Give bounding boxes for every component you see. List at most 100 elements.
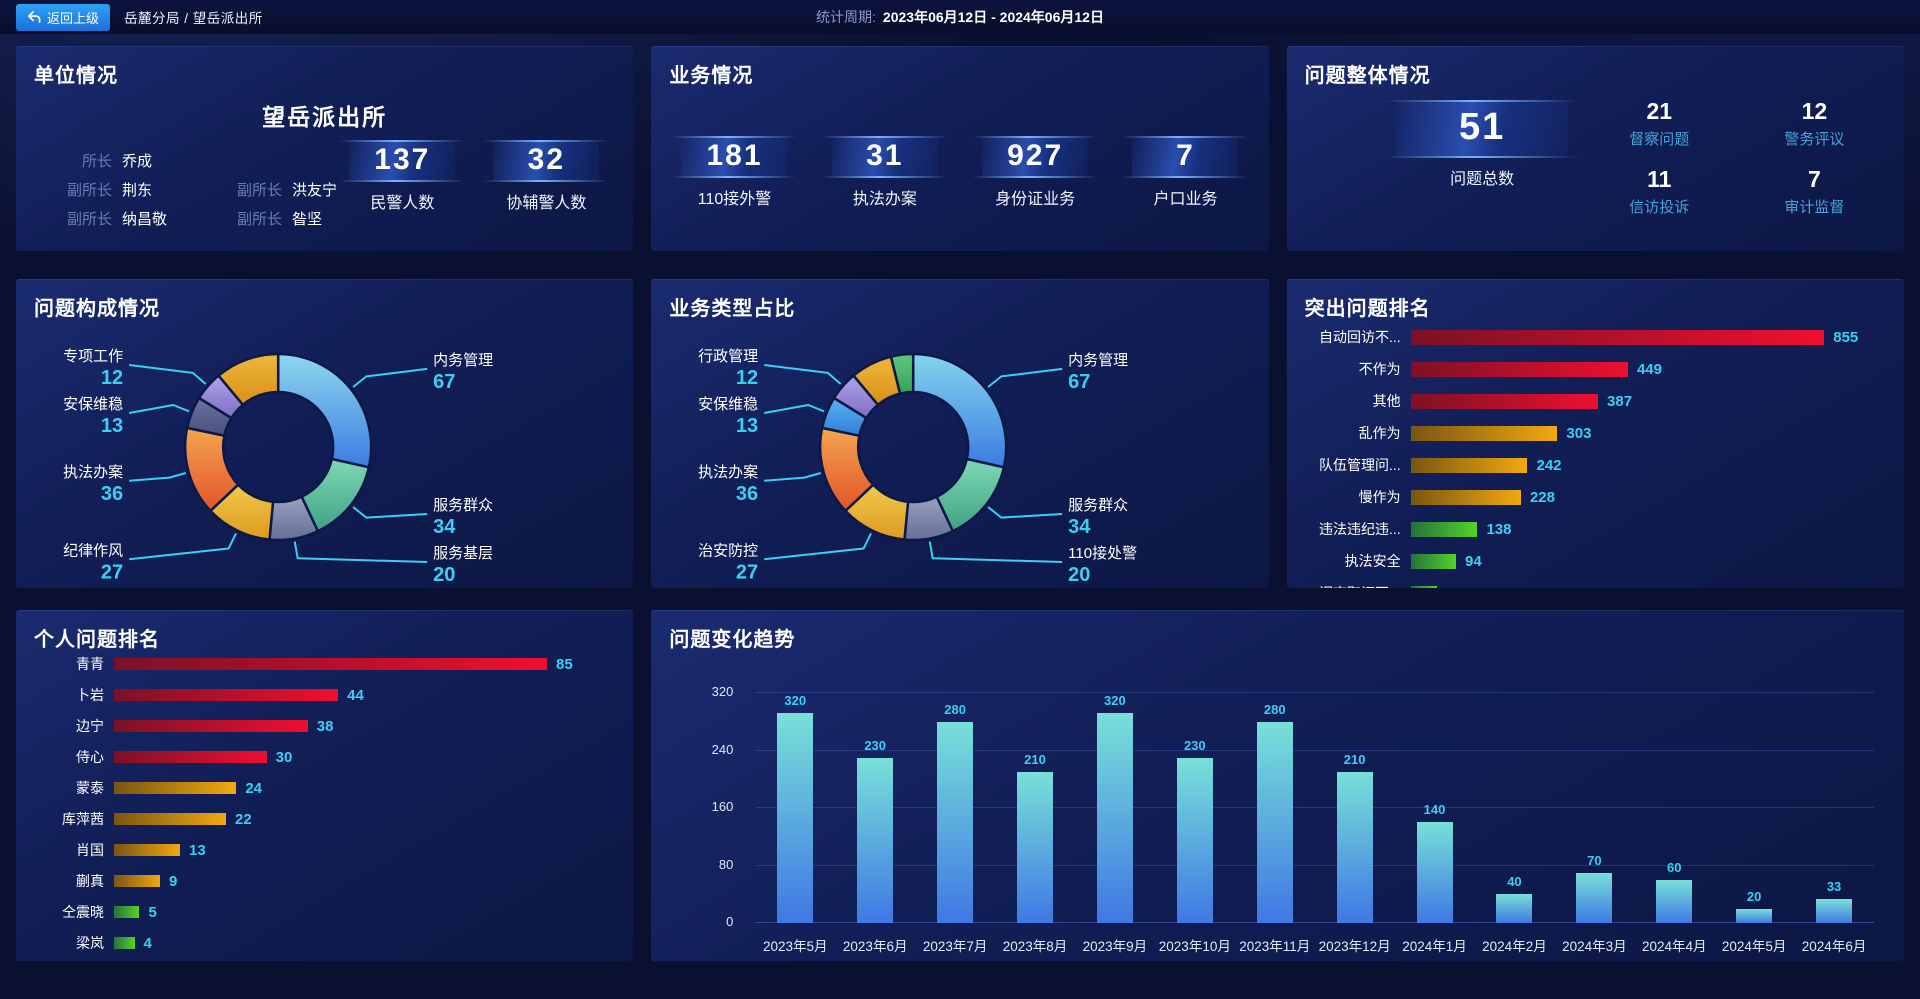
stat-value: 7 (1808, 166, 1821, 192)
bar-row: 库萍茜 22 (32, 809, 603, 829)
pie-value: 12 (736, 367, 758, 389)
stat-label: 问题总数 (1450, 171, 1515, 188)
x-axis-label: 2023年6月 (842, 939, 908, 954)
x-axis-label: 2024年6月 (1801, 939, 1867, 954)
x-axis-label: 2023年5月 (763, 939, 828, 954)
leaders-list: 所长 乔成 副所长 荆东 副所长 洪友宁 副所长 纳昌敬 副所长 昝坚 (50, 150, 386, 229)
bar[interactable] (937, 721, 974, 923)
x-axis-label: 2023年7月 (922, 939, 988, 954)
bar-value-label: 280 (1263, 701, 1286, 717)
pie-slice[interactable] (889, 352, 915, 396)
bar-value: 30 (275, 748, 293, 766)
bar[interactable] (1416, 822, 1453, 923)
bar[interactable] (1176, 757, 1213, 923)
pie-label-line (352, 367, 428, 388)
bar-row: 青青 85 (32, 654, 603, 674)
bar[interactable] (1410, 457, 1528, 473)
pie-label: 内务管理 (433, 352, 493, 369)
bar[interactable] (114, 751, 267, 763)
bar[interactable] (1496, 894, 1533, 923)
bar[interactable] (114, 844, 181, 856)
bar[interactable] (1410, 393, 1599, 409)
bar[interactable] (114, 937, 135, 949)
bar[interactable] (777, 713, 814, 923)
panel-problem-trend: 问题变化趋势 0 80 160 240 320 320 2023年5月 230 2023年6月 2… (651, 610, 1904, 961)
bar[interactable] (114, 906, 140, 918)
pie-value: 12 (101, 367, 123, 389)
bar[interactable] (114, 875, 160, 887)
pie-label-line (764, 364, 842, 385)
bar-value-label: 210 (1343, 752, 1366, 768)
bar[interactable] (1410, 425, 1558, 441)
leader-role: 所长 (81, 153, 112, 170)
pie-slice[interactable] (276, 352, 373, 469)
bar[interactable] (1410, 361, 1628, 377)
bar-row: 执法安全 94 (1303, 551, 1878, 571)
stat-label: 执法办案 (852, 191, 917, 208)
bar-row: 仝震晓 5 (32, 902, 603, 922)
pie-label-line (929, 541, 1063, 563)
bar[interactable] (1336, 772, 1373, 923)
pie-slice[interactable] (216, 352, 280, 407)
bar-value-label: 280 (944, 701, 966, 717)
bar[interactable] (1256, 721, 1293, 923)
x-axis-label: 2023年11月 (1239, 939, 1311, 954)
pie-label-line (129, 472, 187, 482)
bar-track: 44 (114, 687, 603, 704)
x-axis-label: 2024年3月 (1562, 939, 1627, 954)
bar[interactable] (1410, 585, 1437, 588)
bar[interactable] (114, 689, 339, 701)
panel-title: 问题变化趋势 (669, 629, 796, 651)
bar[interactable] (1410, 553, 1456, 569)
bar[interactable] (857, 757, 894, 923)
bar[interactable] (1576, 872, 1613, 923)
back-button-label: 返回上级 (47, 10, 100, 26)
trend-plot: 320 2023年5月 230 2023年6月 280 2023年7月 210 2023年8月… (755, 692, 1874, 954)
bar-row: 乱作为 303 (1303, 423, 1878, 443)
bar-row: 违法违纪违... 138 (1303, 519, 1878, 539)
panel-title: 业务情况 (669, 65, 754, 87)
bar[interactable] (1017, 772, 1053, 923)
bar-track: 13 (114, 842, 603, 859)
pie-label: 纪律作风 (63, 542, 123, 559)
stat-label: 民警人数 (370, 195, 435, 212)
bar-value: 242 (1536, 456, 1562, 474)
bar[interactable] (1410, 521, 1478, 537)
bar-value-label: 230 (864, 737, 887, 753)
bar[interactable] (1816, 899, 1853, 923)
stat-audit-supervision: 7 审计监督 (1737, 166, 1892, 217)
bar[interactable] (114, 782, 237, 794)
bar[interactable] (114, 720, 308, 732)
bar-label: 蒯真 (76, 873, 104, 889)
bar-row: 其他 387 (1303, 391, 1878, 411)
bar[interactable] (1410, 329, 1825, 345)
pie-slice[interactable] (912, 352, 1008, 469)
stat-label: 身份证业务 (995, 191, 1076, 208)
breadcrumb: 岳麓分局 / 望岳派出所 (124, 11, 263, 26)
pie-label: 行政管理 (698, 348, 758, 365)
back-button[interactable]: 返回上级 (16, 3, 111, 31)
stat-value: 927 (972, 136, 1099, 178)
pie-label-line (352, 506, 428, 519)
bar-label: 不作为 (1358, 361, 1401, 377)
bar-value-label: 40 (1507, 874, 1522, 890)
bar-row: 蒙泰 24 (32, 778, 603, 798)
bar[interactable] (1736, 908, 1773, 923)
bar-value: 94 (1464, 552, 1482, 570)
trend-column: 320 2023年5月 (755, 693, 835, 954)
bar[interactable] (114, 658, 548, 670)
trend-column: 140 2024年1月 (1395, 693, 1475, 954)
bar[interactable] (114, 813, 227, 825)
x-axis-label: 2024年1月 (1402, 939, 1467, 954)
gridline (755, 922, 1874, 923)
bar[interactable] (1410, 489, 1521, 505)
bar-label: 蒙泰 (76, 780, 104, 796)
bar[interactable] (1096, 713, 1133, 923)
bar[interactable] (1656, 879, 1693, 923)
pie-value: 34 (433, 516, 456, 538)
bar-track: 449 (1410, 361, 1878, 378)
bar-value-label: 320 (784, 693, 807, 708)
panel-title: 问题构成情况 (34, 298, 160, 320)
bar-label: 慢作为 (1358, 489, 1401, 505)
bar-value: 138 (1486, 520, 1512, 538)
